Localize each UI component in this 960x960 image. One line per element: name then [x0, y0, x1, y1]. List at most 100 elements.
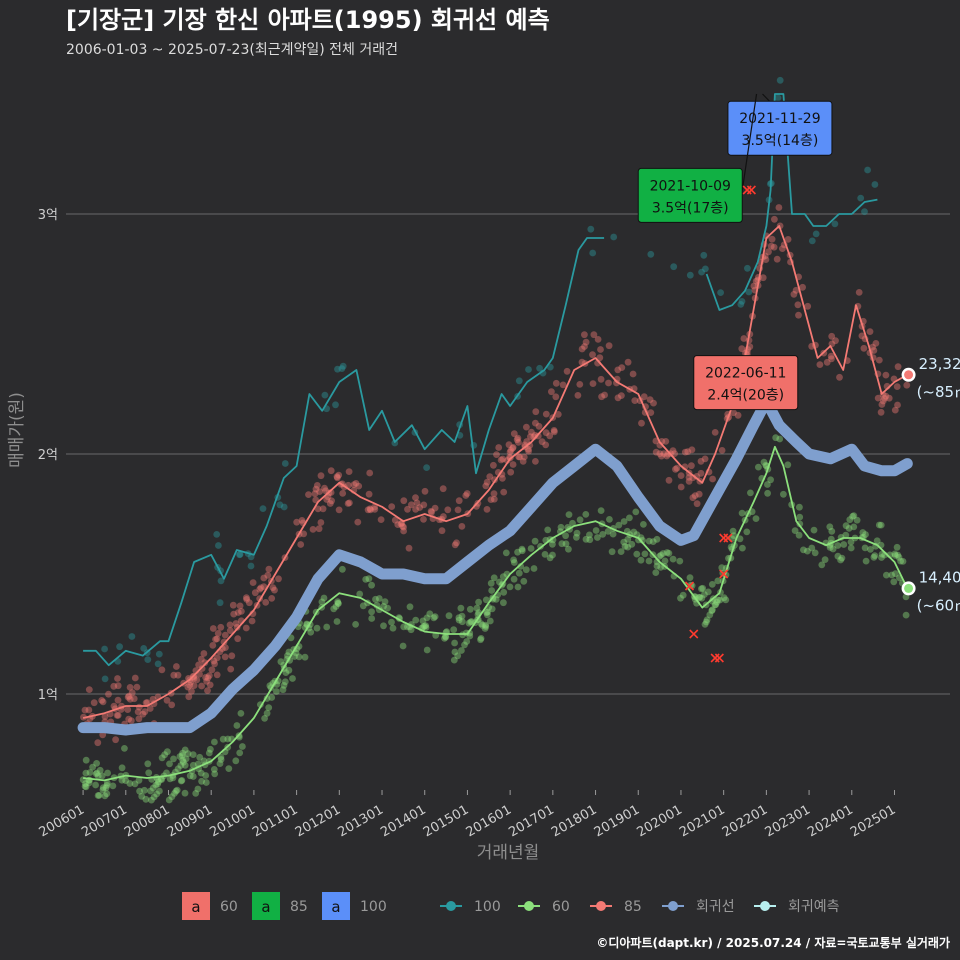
data-point	[364, 506, 372, 514]
data-point	[541, 551, 549, 558]
data-point	[81, 783, 89, 790]
data-point	[451, 648, 459, 656]
data-point	[688, 462, 695, 470]
data-point	[894, 401, 901, 409]
data-point	[114, 675, 121, 682]
data-point	[450, 626, 458, 634]
data-point	[307, 628, 315, 636]
data-point	[878, 554, 885, 561]
data-point	[640, 393, 648, 401]
data-point	[463, 638, 471, 645]
data-point	[112, 736, 119, 744]
data-point	[408, 501, 415, 509]
data-point	[565, 511, 573, 518]
data-point	[247, 562, 255, 570]
data-point	[399, 522, 406, 530]
legend-label-name: 100	[360, 899, 387, 915]
data-point	[421, 487, 429, 495]
data-point	[808, 237, 816, 245]
data-point	[242, 624, 250, 632]
data-point	[840, 541, 848, 548]
data-point	[647, 409, 655, 416]
data-point	[147, 787, 154, 795]
data-point	[871, 181, 879, 188]
data-point	[203, 677, 211, 685]
data-point	[275, 575, 282, 583]
data-point	[94, 792, 102, 799]
data-point	[217, 756, 225, 763]
data-point	[696, 594, 704, 601]
data-point	[861, 544, 869, 552]
data-point	[712, 601, 720, 608]
data-point	[213, 531, 221, 538]
data-point	[309, 526, 317, 533]
data-point	[743, 528, 751, 536]
data-point	[172, 787, 180, 795]
data-point	[562, 532, 569, 540]
data-point	[610, 233, 618, 241]
legend-line-name: 회귀선	[696, 899, 735, 915]
data-point	[227, 665, 235, 673]
data-point	[514, 434, 522, 442]
data-point	[92, 781, 99, 789]
data-point	[466, 605, 474, 613]
data-point	[99, 784, 107, 791]
data-point	[647, 250, 655, 258]
data-point	[144, 760, 152, 768]
notable-trade-marker	[684, 581, 695, 591]
data-point	[406, 603, 414, 611]
data-point	[197, 655, 205, 663]
data-point	[834, 552, 842, 560]
data-point	[136, 787, 144, 795]
data-point	[481, 625, 489, 632]
data-point	[400, 527, 407, 535]
data-point	[520, 453, 528, 461]
data-point	[344, 500, 352, 507]
data-point	[239, 743, 246, 750]
data-point	[126, 684, 134, 691]
data-point	[736, 535, 744, 543]
data-point	[180, 758, 187, 766]
data-point	[156, 787, 163, 795]
data-point	[138, 792, 146, 800]
legend-label-key	[182, 892, 210, 920]
data-point	[144, 656, 152, 663]
data-point	[503, 457, 511, 464]
data-point	[318, 598, 326, 606]
data-point	[421, 622, 428, 630]
data-point	[517, 563, 525, 570]
data-point	[96, 766, 104, 774]
data-point	[477, 620, 485, 628]
data-point	[614, 394, 622, 402]
data-point	[862, 531, 869, 538]
data-point	[515, 453, 523, 461]
data-point	[82, 780, 89, 787]
data-point	[163, 769, 170, 777]
data-point	[412, 616, 420, 624]
data-point	[346, 499, 353, 507]
data-point	[205, 749, 213, 757]
data-point	[181, 789, 189, 797]
data-point	[188, 687, 195, 695]
data-point	[461, 641, 468, 649]
data-point	[145, 769, 153, 777]
data-point	[804, 302, 812, 310]
data-point	[827, 535, 835, 543]
data-point	[670, 263, 678, 271]
data-point	[457, 604, 465, 612]
data-point	[268, 694, 276, 701]
data-point	[213, 635, 221, 643]
legend-line-name: 85	[624, 899, 642, 915]
end-point-labels: 23,320 (~85㎡) 14,400 (~60㎡)	[901, 355, 960, 614]
data-point	[375, 595, 383, 602]
end-point-value: 23,320	[919, 355, 960, 373]
data-point	[734, 411, 742, 419]
data-point	[745, 288, 753, 296]
data-point	[858, 332, 866, 340]
data-point	[196, 753, 204, 761]
data-point	[236, 551, 243, 559]
data-point	[838, 554, 846, 562]
data-point	[265, 565, 273, 573]
data-point	[574, 392, 582, 399]
